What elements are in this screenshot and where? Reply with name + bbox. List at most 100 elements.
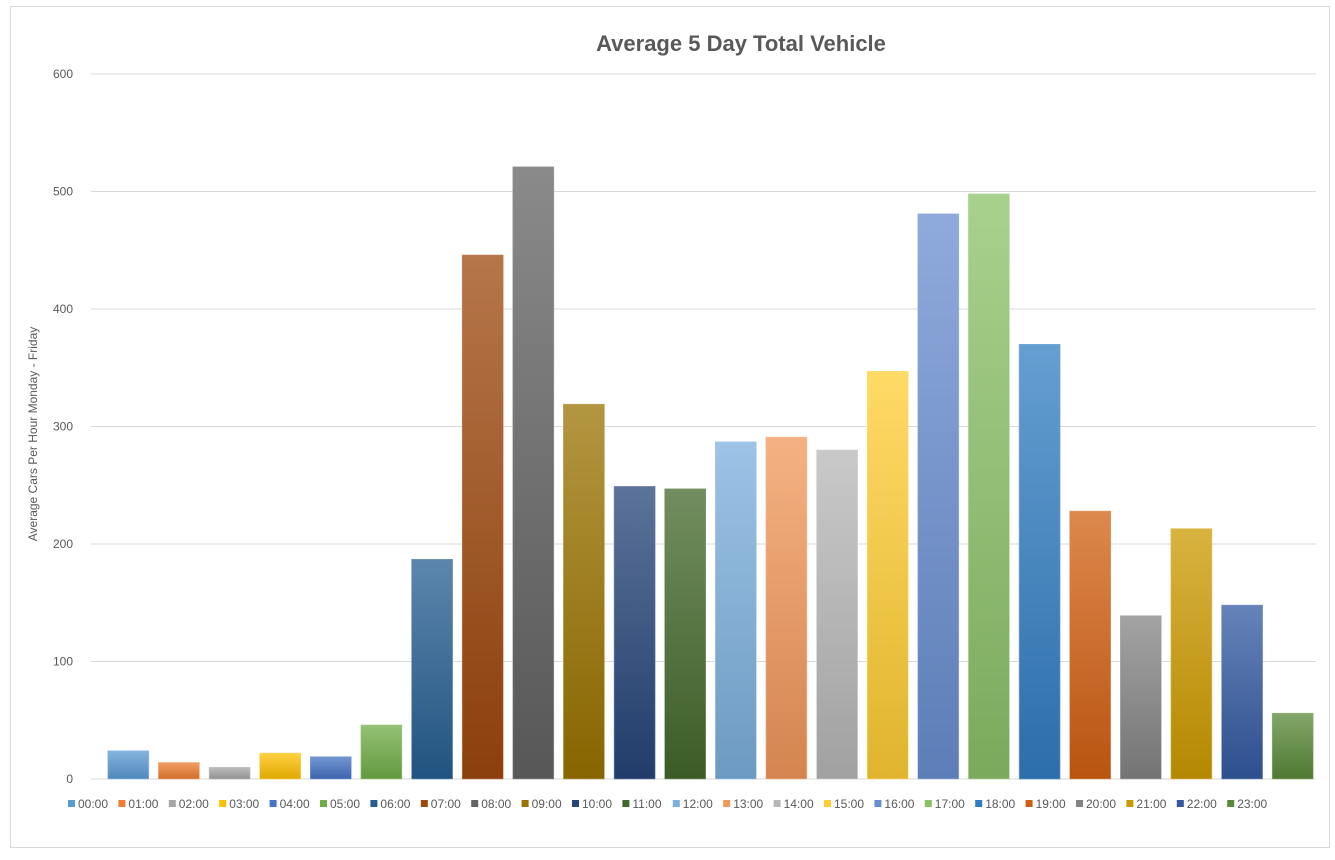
chart-frame: Average 5 Day Total Vehicle 0 100 200 300 40… [10, 6, 1330, 848]
legend-item: 14:00 [773, 797, 814, 811]
legend-swatch [824, 800, 831, 807]
legend-item: 23:00 [1227, 797, 1268, 811]
legend-label: 14:00 [784, 797, 814, 811]
legend-item: 10:00 [572, 797, 612, 811]
legend-item: 09:00 [521, 797, 562, 811]
legend-swatch [874, 800, 882, 807]
bar-0900 [563, 403, 605, 780]
legend-item: 01:00 [118, 797, 159, 811]
legend-label: 21:00 [1136, 797, 1166, 811]
y-tick-label: 500 [53, 185, 73, 199]
bar-1000 [613, 486, 656, 780]
legend-swatch [471, 800, 479, 807]
legend-swatch [370, 800, 378, 807]
bar-1100 [664, 488, 707, 780]
legend-label: 18:00 [985, 797, 1015, 811]
legend-swatch [622, 800, 630, 807]
legend-swatch [219, 800, 227, 807]
legend-label: 02:00 [179, 797, 209, 811]
bar-0300 [259, 752, 301, 780]
bar-chart: Average 5 Day Total Vehicle 0 100 200 300 40… [26, 31, 1316, 811]
legend-label: 12:00 [683, 797, 713, 811]
legend-label: 04:00 [280, 797, 310, 811]
legend-item: 22:00 [1176, 797, 1217, 811]
legend-swatch [1176, 800, 1184, 807]
legend-swatch [1227, 800, 1235, 807]
bar-0800 [512, 166, 555, 780]
chart-title: Average 5 Day Total Vehicle [596, 31, 886, 56]
legend-swatch [1126, 800, 1134, 807]
legend-item: 17:00 [924, 797, 965, 811]
legend-label: 03:00 [229, 797, 259, 811]
y-tick-label: 200 [53, 537, 73, 551]
legend-label: 22:00 [1187, 797, 1217, 811]
legend-swatch [118, 800, 126, 807]
y-tick-label: 0 [66, 772, 73, 786]
bar-1300 [765, 436, 808, 780]
legend-swatch [773, 800, 781, 807]
bar-1200 [714, 441, 757, 780]
bar-1900 [1069, 510, 1111, 780]
y-axis-ticks: 0 100 200 300 400 500 600 [53, 67, 73, 786]
legend-label: 19:00 [1036, 797, 1066, 811]
bar-1500 [866, 370, 909, 780]
bar-1600 [917, 213, 960, 780]
bar-2300 [1271, 712, 1314, 780]
y-tick-label: 400 [53, 302, 73, 316]
y-axis-title: Average Cars Per Hour Monday - Friday [26, 327, 40, 542]
legend-swatch [68, 800, 75, 807]
legend-label: 08:00 [481, 797, 511, 811]
legend-item: 19:00 [1025, 797, 1066, 811]
legend-swatch [521, 800, 529, 807]
legend-item: 11:00 [622, 797, 662, 811]
bar-2200 [1221, 604, 1263, 780]
legend-label: 15:00 [834, 797, 864, 811]
bar-0400 [309, 756, 352, 780]
legend-swatch [1076, 800, 1083, 807]
legend-swatch [572, 800, 579, 807]
legend-swatch [723, 800, 731, 807]
y-tick-label: 100 [53, 655, 73, 669]
bar-1700 [968, 193, 1010, 780]
legend-label: 09:00 [532, 797, 562, 811]
legend-label: 06:00 [380, 797, 410, 811]
legend-label: 10:00 [582, 797, 612, 811]
bar-0500 [360, 724, 403, 780]
bar-0100 [158, 762, 200, 780]
bar-2000 [1120, 615, 1162, 780]
legend-label: 16:00 [884, 797, 914, 811]
legend-item: 04:00 [269, 797, 310, 811]
legend-label: 23:00 [1237, 797, 1267, 811]
legend-item: 15:00 [824, 797, 864, 811]
bar-0600 [411, 558, 453, 780]
legend-label: 11:00 [632, 797, 661, 811]
legend-swatch [924, 800, 932, 807]
legend-item: 08:00 [471, 797, 512, 811]
legend-item: 05:00 [320, 797, 360, 811]
bar-2100 [1170, 528, 1213, 780]
legend-label: 01:00 [128, 797, 158, 811]
bar-1400 [816, 449, 858, 780]
bars [107, 166, 1314, 780]
legend-item: 13:00 [723, 797, 764, 811]
legend-item: 07:00 [420, 797, 461, 811]
legend-label: 05:00 [330, 797, 360, 811]
bar-0200 [208, 766, 251, 780]
legend-item: 21:00 [1126, 797, 1167, 811]
legend-label: 20:00 [1086, 797, 1116, 811]
legend-item: 12:00 [672, 797, 713, 811]
legend-label: 13:00 [733, 797, 763, 811]
legend-swatch [672, 800, 680, 807]
bar-0700 [461, 254, 504, 780]
bar-0000 [107, 750, 150, 780]
legend: 00:00 01:00 02:00 03:00 04:00 05:00 06:00 07:00… [68, 797, 1268, 811]
legend-item: 20:00 [1076, 797, 1116, 811]
legend-item: 18:00 [975, 797, 1016, 811]
legend-item: 00:00 [68, 797, 108, 811]
legend-swatch [420, 800, 428, 807]
legend-swatch [975, 800, 983, 807]
legend-swatch [320, 800, 327, 807]
legend-item: 16:00 [874, 797, 915, 811]
y-tick-label: 600 [53, 67, 73, 81]
y-tick-label: 300 [53, 420, 73, 434]
